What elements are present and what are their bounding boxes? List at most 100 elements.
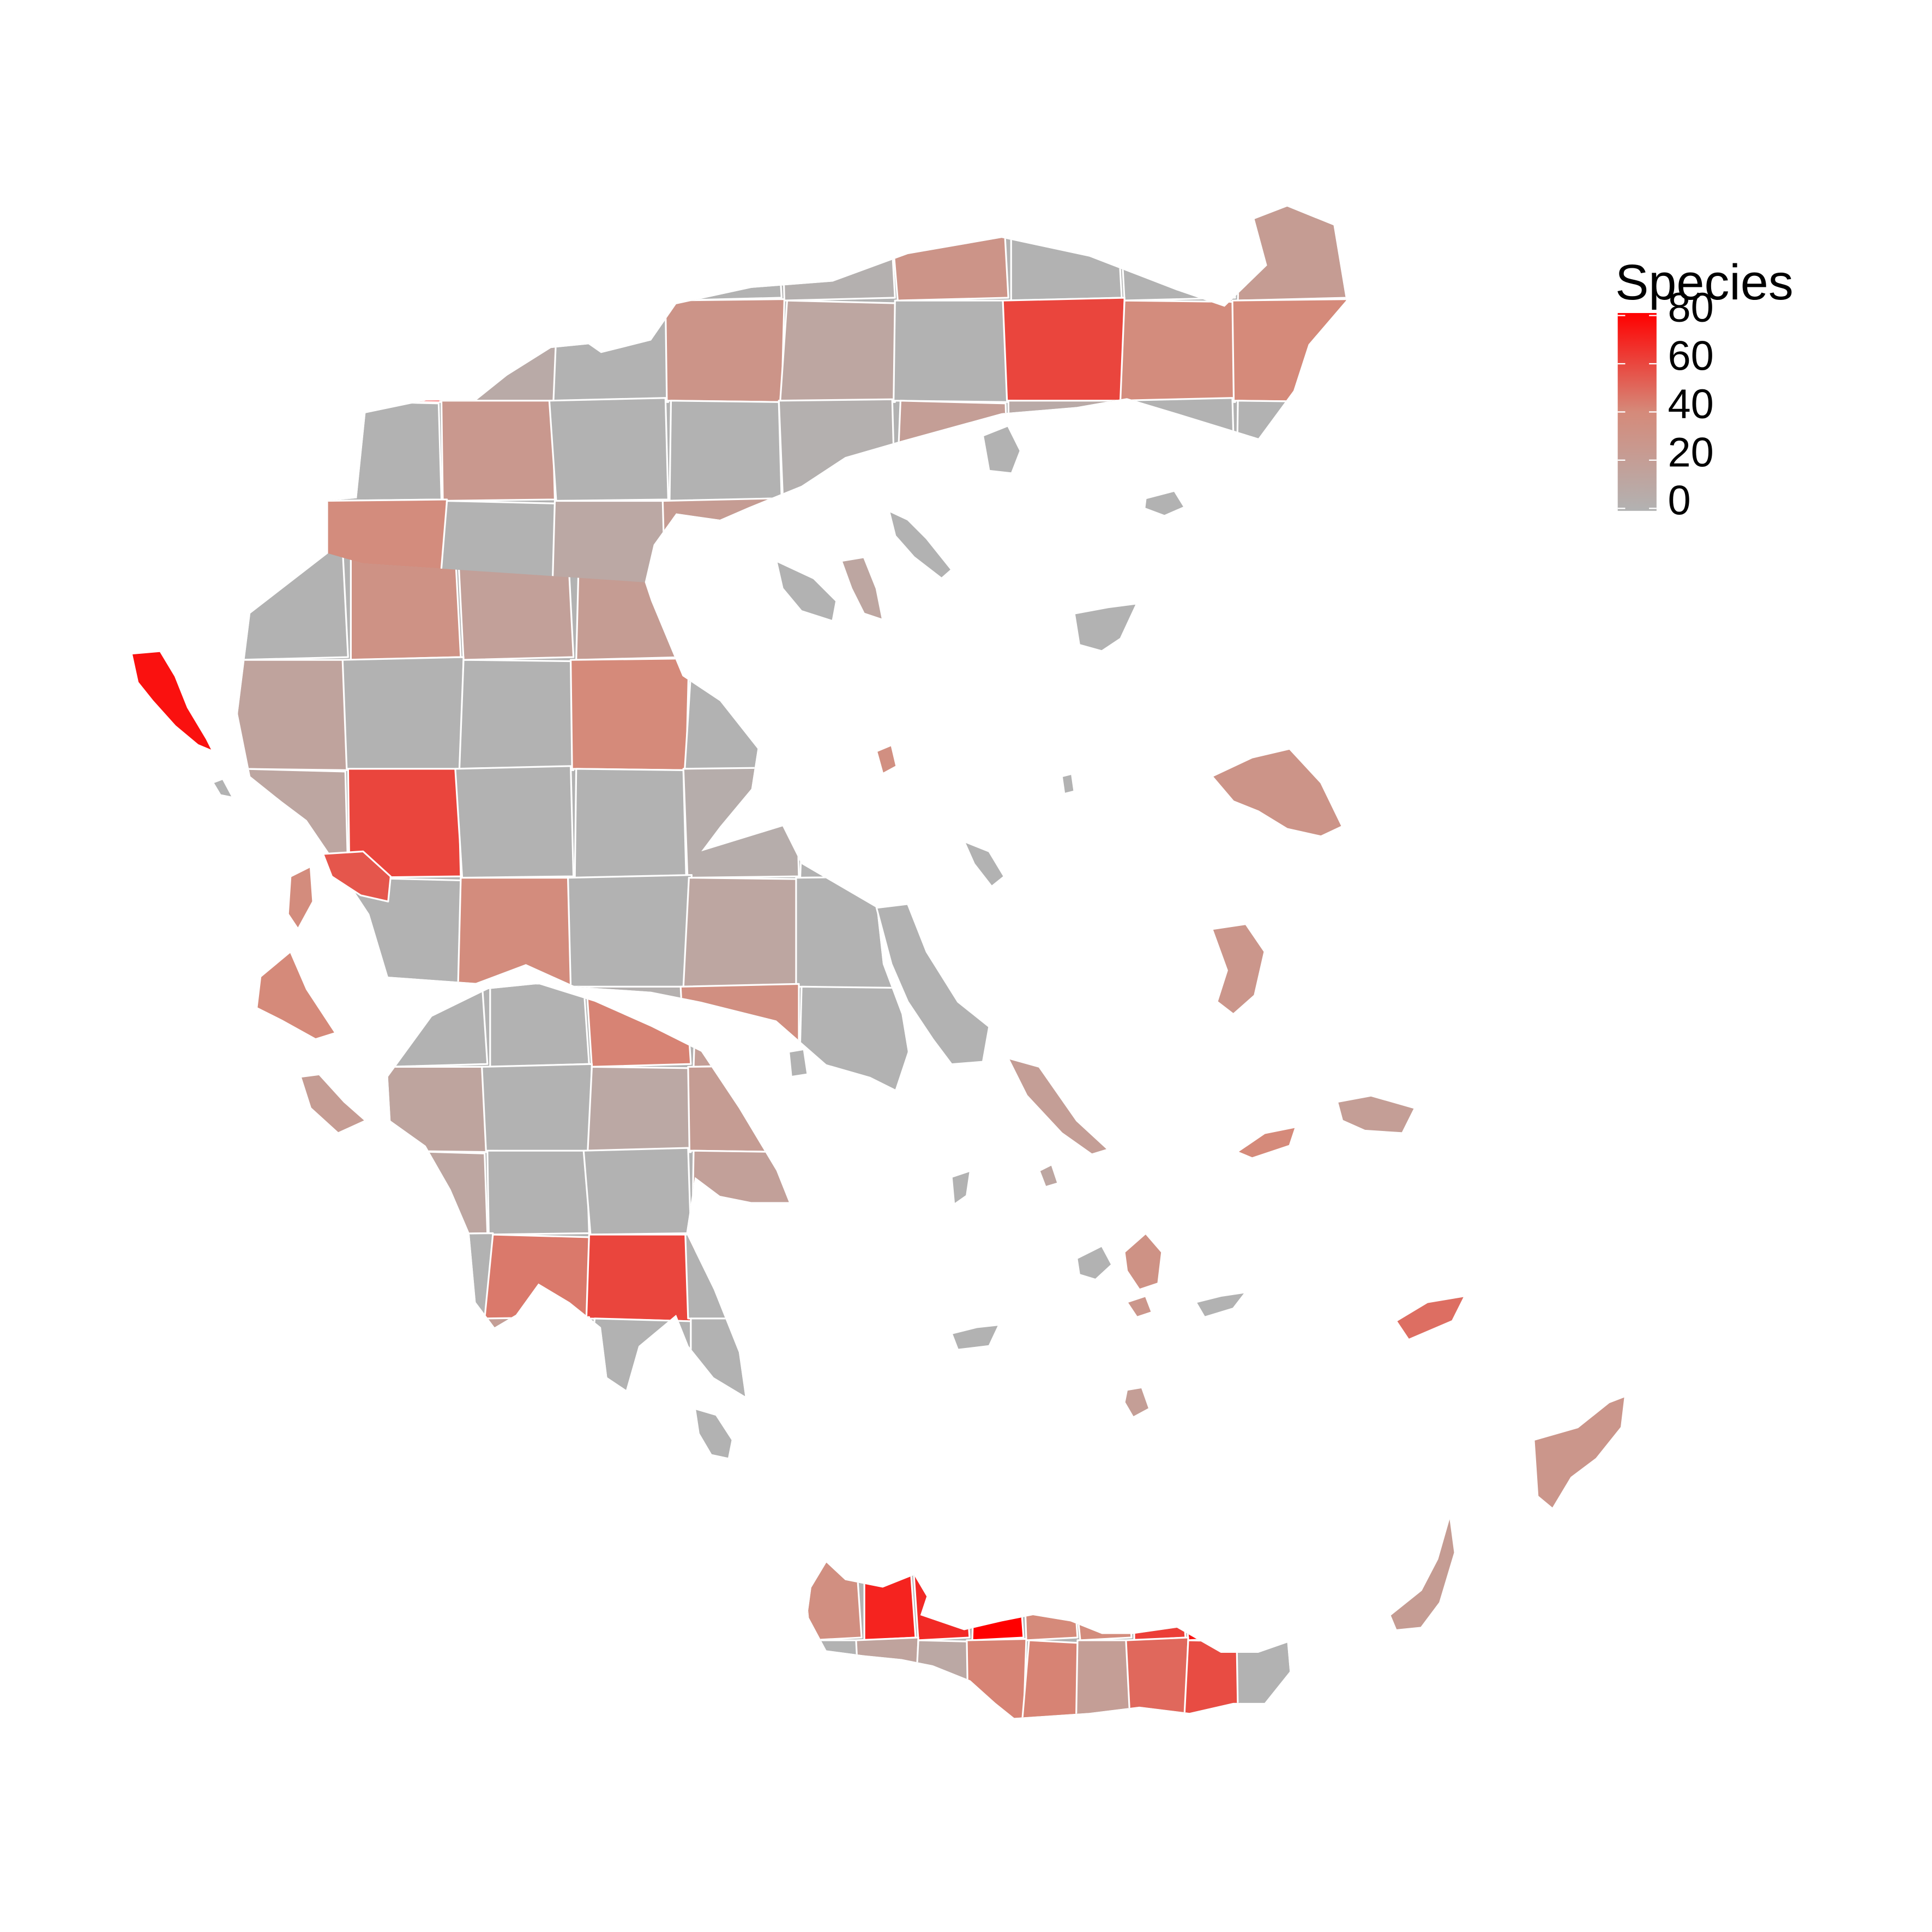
map-region <box>1183 1639 1243 1718</box>
island-region <box>950 1170 972 1206</box>
map-region <box>443 206 556 302</box>
island-region <box>694 1407 733 1460</box>
map-region <box>971 1562 1025 1641</box>
island-region <box>787 1048 809 1078</box>
map-region <box>684 659 803 771</box>
map-region <box>888 206 1009 302</box>
island-region <box>1123 1386 1151 1418</box>
island-region <box>1061 773 1075 795</box>
map-region <box>1002 297 1126 403</box>
map-region <box>1022 1562 1079 1641</box>
map-region <box>1010 206 1123 302</box>
island-region <box>130 650 214 753</box>
map-region <box>388 1149 489 1236</box>
map-region <box>484 1233 596 1322</box>
aegean-islands-regions <box>694 425 1627 1632</box>
map-region <box>691 1149 789 1236</box>
map-region <box>552 299 672 403</box>
map-region <box>893 299 1012 403</box>
map-region <box>684 1231 789 1322</box>
island-region <box>256 950 336 1040</box>
legend-tick-label: 20 <box>1668 429 1714 476</box>
island-region <box>875 744 898 775</box>
map-region <box>1236 1638 1290 1718</box>
island-region <box>1073 603 1138 652</box>
map-region <box>238 553 349 661</box>
map-region <box>388 1317 489 1397</box>
map-region <box>454 765 575 879</box>
map-region <box>799 768 908 879</box>
map-region <box>569 657 690 771</box>
island-region <box>1076 1245 1113 1281</box>
island-region <box>888 510 953 580</box>
map-region <box>796 659 908 771</box>
island-region <box>1211 748 1344 838</box>
map-region <box>567 874 693 991</box>
map-region <box>458 659 577 771</box>
legend-title: Species <box>1615 255 1793 310</box>
legend-tick-label: 0 <box>1668 478 1691 524</box>
map-region <box>682 766 800 879</box>
map-region <box>484 1316 590 1397</box>
map-region <box>1004 499 1128 595</box>
island-region <box>1038 1163 1059 1188</box>
map-region <box>912 1562 971 1641</box>
map-region <box>341 656 465 771</box>
island-region <box>1123 1232 1163 1291</box>
island-region <box>1395 1295 1466 1341</box>
map-region <box>670 206 783 302</box>
map-region <box>913 1639 973 1718</box>
map-region <box>1133 1562 1187 1641</box>
map-region <box>1237 206 1346 302</box>
map-region <box>440 400 556 502</box>
map-region <box>1075 1639 1135 1718</box>
map-region <box>388 1232 494 1322</box>
island-region <box>1126 1295 1153 1319</box>
map-region <box>489 984 590 1068</box>
map-region <box>486 1149 590 1236</box>
map-region <box>388 1066 491 1153</box>
map-region <box>238 659 352 771</box>
map-region <box>687 1064 789 1153</box>
legend-tick-label: 40 <box>1668 381 1714 428</box>
map-region <box>1118 499 1242 595</box>
island-region <box>299 1073 367 1134</box>
crete-regions <box>808 1562 1290 1718</box>
map-region <box>457 553 575 661</box>
legend-tick-label: 60 <box>1668 333 1714 380</box>
island-region <box>212 778 234 799</box>
island-region <box>982 425 1021 474</box>
map-region <box>548 397 670 502</box>
map-region <box>1125 1636 1189 1718</box>
map-region <box>551 499 675 595</box>
map-region <box>1229 497 1346 595</box>
peloponnese-regions <box>388 984 789 1397</box>
map-region <box>1119 299 1239 403</box>
map-region <box>481 1063 593 1153</box>
map-region <box>587 1066 695 1153</box>
island-region <box>950 1323 1000 1351</box>
island-region <box>1533 1395 1627 1510</box>
map-region <box>457 877 580 991</box>
map-region <box>1007 400 1123 502</box>
island-region <box>1195 1291 1247 1319</box>
map-region <box>1071 1562 1133 1641</box>
map-region <box>435 297 559 403</box>
island-region <box>875 903 990 1066</box>
map-region <box>808 1639 865 1718</box>
island-region <box>1336 1094 1416 1134</box>
map-region <box>690 1317 789 1397</box>
island-region <box>1236 1126 1297 1159</box>
map-region <box>582 1147 692 1236</box>
map-region <box>1118 206 1236 302</box>
map-region <box>1231 298 1346 403</box>
map-region <box>585 1233 697 1322</box>
legend-tick-label: 80 <box>1668 285 1714 331</box>
map-region <box>1241 1562 1290 1641</box>
island-region <box>1007 1057 1109 1155</box>
map-region <box>1182 1562 1241 1641</box>
island-region <box>840 556 884 621</box>
